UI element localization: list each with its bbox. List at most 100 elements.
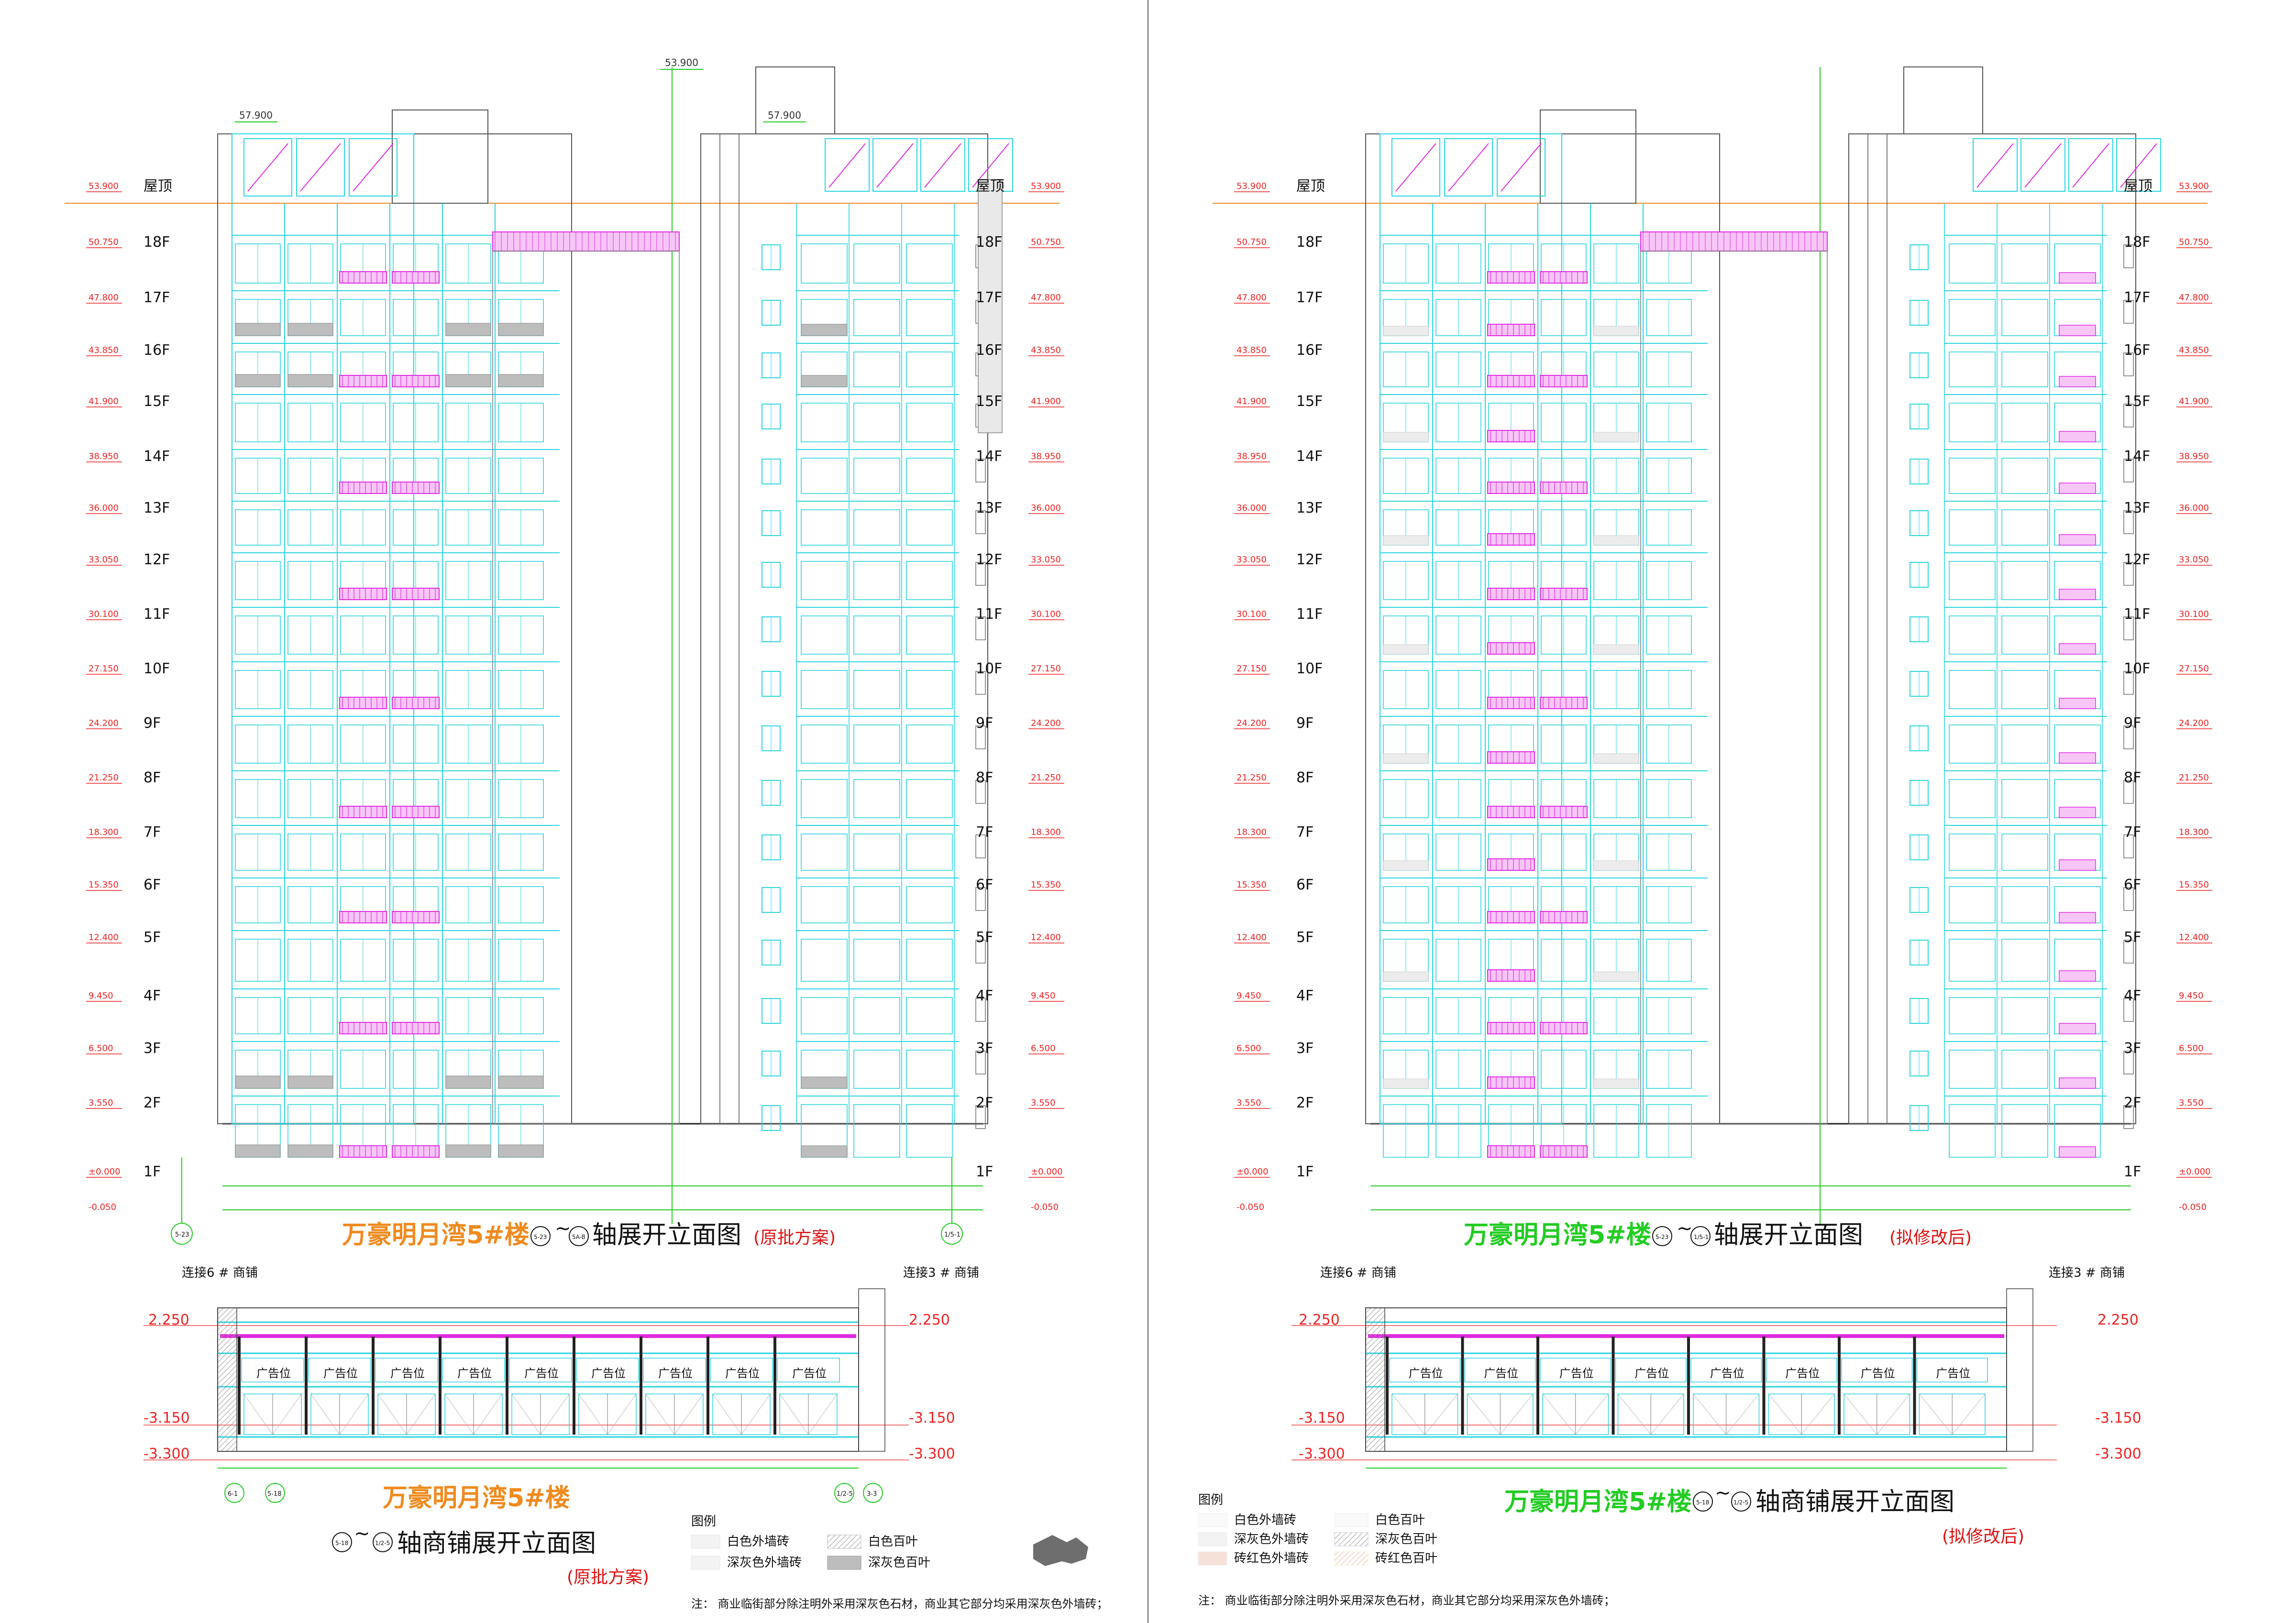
window (906, 615, 953, 655)
level-elev-left: 53.900 (1236, 181, 1267, 191)
floor-label-right: 3F (2124, 1040, 2141, 1057)
balcony-railing (2059, 534, 2096, 546)
right-legend-item-1: 白色外墙砖 (1234, 1513, 1296, 1527)
window (906, 779, 953, 818)
level-elev-right: 3.550 (1031, 1098, 1056, 1108)
floor-label-left: 2F (144, 1095, 161, 1111)
level-elev-right: 33.050 (2179, 555, 2209, 565)
left-legend-item-1: 白色外墙砖 (727, 1535, 789, 1549)
level-elev-left: 38.950 (88, 451, 119, 461)
level-elev-right: 21.250 (1031, 773, 1061, 783)
floor-label-right: 7F (976, 824, 993, 841)
right-shop-level-2r: -3.150 (2095, 1410, 2141, 1426)
gray-louvre (498, 323, 544, 336)
ad-board (1766, 1358, 1837, 1382)
gray-louvre (287, 1144, 333, 1158)
window (2001, 886, 2048, 923)
floor-label-left: 18F (144, 234, 170, 251)
window (853, 299, 900, 336)
left-axis-a: 5-23 (175, 1231, 189, 1239)
right-shop-connect-left: 连接6 # 商铺 (1320, 1266, 1396, 1280)
gray-louvre (445, 1144, 491, 1158)
floor-label-left: 17F (1296, 289, 1323, 306)
window (906, 299, 953, 336)
right-legend-item-2: 深灰色外墙砖 (1234, 1532, 1309, 1546)
roof-parapet (825, 138, 870, 192)
floor-label-right: 屋顶 (2124, 178, 2152, 195)
ad-board (1540, 1358, 1612, 1382)
ad-board (1464, 1358, 1536, 1382)
window (906, 403, 953, 442)
window (801, 561, 848, 600)
right-legend-item-4: 白色百叶 (1375, 1513, 1425, 1527)
shop-column (1762, 1337, 1766, 1435)
light-panel (1383, 432, 1429, 442)
level-elev-right: ±0.000 (1031, 1167, 1063, 1177)
floor-label-left: 16F (1296, 342, 1323, 359)
floor-label-left: 9F (144, 715, 161, 732)
right-legend: 图例 白色外墙砖 深灰色外墙砖 砖红色外墙砖 白色百叶 深灰色百叶 砖红色百叶 … (1198, 1493, 1615, 1607)
balcony-railing (1540, 1145, 1588, 1158)
level-elev-right: 38.950 (1031, 451, 1061, 461)
balcony-railing (1540, 911, 1588, 923)
floor-label-left: 1F (144, 1163, 161, 1180)
light-panel (1383, 1078, 1429, 1089)
right-tower-title-block: 万豪明月湾5#楼 5-23 ~ 1/5-1 轴展开立面图 (拟修改后) (1464, 1217, 1972, 1250)
floor-label-right: 2F (976, 1095, 993, 1111)
balcony-railing (2059, 643, 2096, 655)
left-shop-level-3r: -3.300 (909, 1446, 955, 1462)
svg-text:~: ~ (555, 1217, 571, 1239)
window (906, 724, 953, 764)
balcony-railing (392, 911, 440, 923)
level-elev-left: 38.950 (1236, 451, 1267, 461)
floor-label-left: 13F (144, 500, 170, 516)
window (2001, 243, 2048, 284)
balcony-railing (2059, 752, 2096, 764)
window (2001, 779, 2048, 818)
ad-board (375, 1358, 438, 1382)
left-shop-level-3: -3.300 (144, 1446, 190, 1462)
window (853, 1104, 900, 1158)
roof-parapet (872, 138, 917, 192)
balcony-railing (339, 697, 387, 709)
window (801, 509, 848, 546)
level-elev-left: 36.000 (88, 503, 119, 513)
level-elev-left: 9.450 (1236, 991, 1261, 1001)
balcony-railing (339, 911, 387, 923)
window (1949, 939, 1996, 982)
floor-label-right: 9F (2124, 715, 2141, 732)
balcony-railing (392, 588, 440, 600)
roof-parapet (1973, 138, 2018, 192)
shop-magenta-band (220, 1334, 856, 1338)
floor-label-left: 12F (1296, 551, 1323, 568)
left-shop-axis-1: 6-1 (228, 1491, 238, 1498)
compass-stamp-icon (1033, 1535, 1088, 1566)
floor-label-right: 17F (2124, 289, 2150, 306)
floor-label-right: 11F (976, 606, 1002, 623)
balcony-railing (1487, 271, 1535, 284)
floor-label-left: 4F (144, 987, 161, 1004)
floor-label-left: 14F (1296, 448, 1323, 465)
right-level-markers: 53.900 屋顶 屋顶 53.900 50.750 18F 18F 50.750 47.800… (1234, 178, 2212, 1212)
level-elev-left: 53.900 (88, 181, 119, 191)
floor-label-left: 7F (1296, 824, 1314, 841)
level-elev-left: 24.200 (88, 718, 119, 728)
window (2001, 997, 2048, 1034)
gray-louvre (445, 374, 491, 387)
window (801, 403, 848, 442)
balcony-railing (392, 375, 440, 387)
balcony-railing (1540, 375, 1588, 387)
roof-machine-room (1540, 110, 1636, 204)
left-shop-level-2r: -3.150 (909, 1410, 955, 1426)
floor-label-right: 4F (976, 987, 993, 1004)
window (853, 886, 900, 923)
roof-parapet (349, 138, 397, 197)
window (1949, 670, 1996, 709)
shop-column (773, 1337, 776, 1435)
level-elev-left: 47.800 (88, 293, 119, 303)
balcony-railing (339, 1145, 387, 1158)
left-shop-title-suffix: 轴商铺展开立面图 (397, 1529, 596, 1558)
floor-label-right: 8F (976, 769, 993, 786)
left-legend-item-2: 深灰色外墙砖 (727, 1556, 802, 1570)
